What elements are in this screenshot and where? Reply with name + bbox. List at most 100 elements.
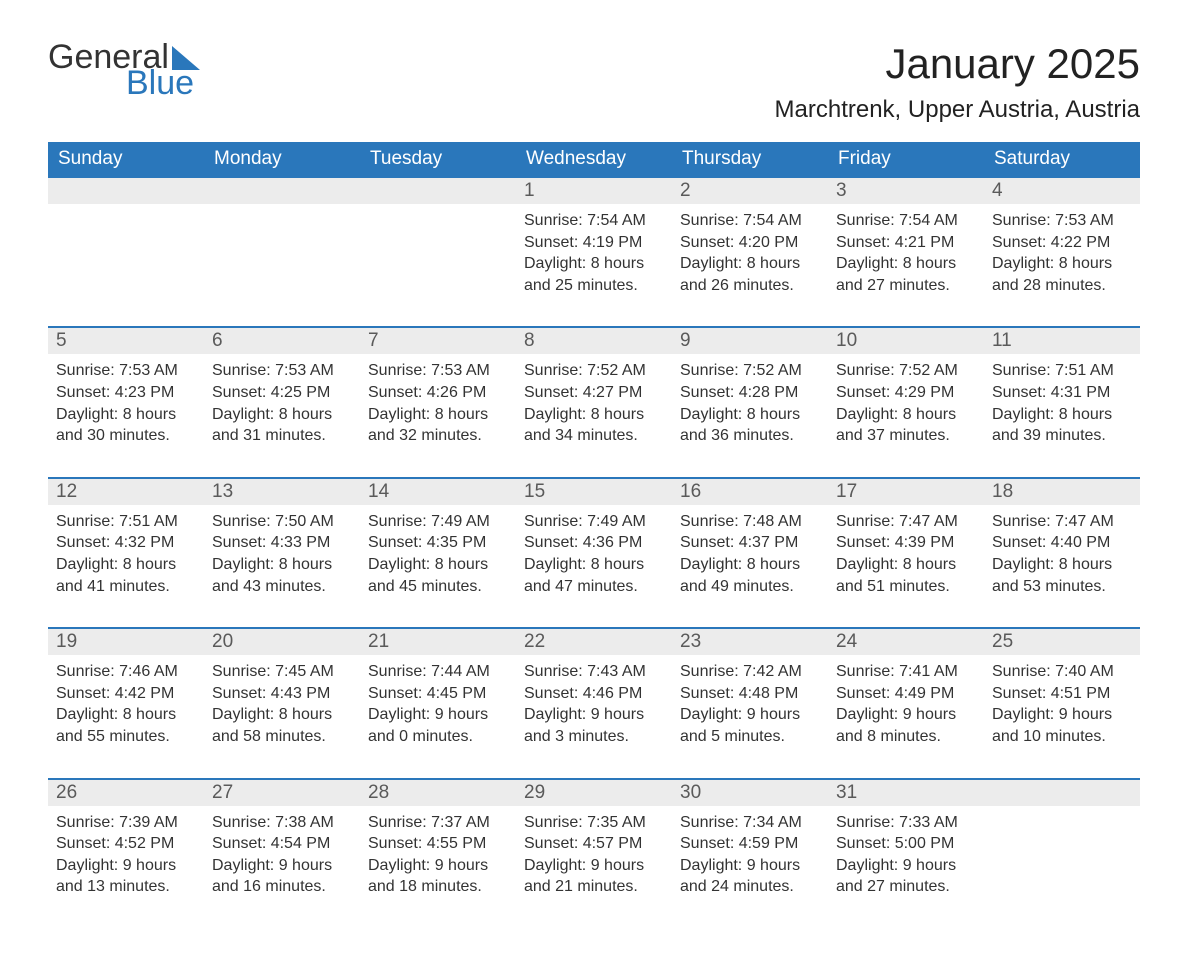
day-body: Sunrise: 7:47 AMSunset: 4:39 PMDaylight:… [828,505,984,627]
day-cell [204,177,360,327]
day-body: Sunrise: 7:49 AMSunset: 4:36 PMDaylight:… [516,505,672,627]
day-number: 6 [204,328,360,354]
sunset-text: Sunset: 4:57 PM [524,833,664,855]
day-number: 19 [48,629,204,655]
sunset-text: Sunset: 4:52 PM [56,833,196,855]
sunset-text: Sunset: 4:20 PM [680,232,820,254]
day-cell: 20Sunrise: 7:45 AMSunset: 4:43 PMDayligh… [204,628,360,778]
sunset-text: Sunset: 4:26 PM [368,382,508,404]
week-row: 1Sunrise: 7:54 AMSunset: 4:19 PMDaylight… [48,177,1140,327]
daylight-text: Daylight: 8 hours and 34 minutes. [524,404,664,447]
day-cell: 23Sunrise: 7:42 AMSunset: 4:48 PMDayligh… [672,628,828,778]
sunset-text: Sunset: 4:48 PM [680,683,820,705]
sunset-text: Sunset: 4:54 PM [212,833,352,855]
day-of-week-header: Wednesday [516,142,672,177]
sunrise-text: Sunrise: 7:51 AM [56,511,196,533]
day-body: Sunrise: 7:54 AMSunset: 4:20 PMDaylight:… [672,204,828,326]
daylight-text: Daylight: 9 hours and 5 minutes. [680,704,820,747]
day-cell: 27Sunrise: 7:38 AMSunset: 4:54 PMDayligh… [204,779,360,928]
sunset-text: Sunset: 5:00 PM [836,833,976,855]
day-cell [360,177,516,327]
sunset-text: Sunset: 4:22 PM [992,232,1132,254]
day-number: 8 [516,328,672,354]
sunset-text: Sunset: 4:32 PM [56,532,196,554]
daylight-text: Daylight: 8 hours and 45 minutes. [368,554,508,597]
sunset-text: Sunset: 4:25 PM [212,382,352,404]
sunrise-text: Sunrise: 7:49 AM [524,511,664,533]
daylight-text: Daylight: 8 hours and 32 minutes. [368,404,508,447]
day-cell: 2Sunrise: 7:54 AMSunset: 4:20 PMDaylight… [672,177,828,327]
day-cell: 30Sunrise: 7:34 AMSunset: 4:59 PMDayligh… [672,779,828,928]
week-row: 26Sunrise: 7:39 AMSunset: 4:52 PMDayligh… [48,779,1140,928]
day-body: Sunrise: 7:45 AMSunset: 4:43 PMDaylight:… [204,655,360,777]
day-of-week-header: Friday [828,142,984,177]
sunrise-text: Sunrise: 7:50 AM [212,511,352,533]
sunrise-text: Sunrise: 7:44 AM [368,661,508,683]
sunset-text: Sunset: 4:39 PM [836,532,976,554]
day-body: Sunrise: 7:42 AMSunset: 4:48 PMDaylight:… [672,655,828,777]
day-body [984,806,1140,906]
day-cell [984,779,1140,928]
daylight-text: Daylight: 8 hours and 31 minutes. [212,404,352,447]
sunrise-text: Sunrise: 7:37 AM [368,812,508,834]
daylight-text: Daylight: 8 hours and 51 minutes. [836,554,976,597]
day-number: 21 [360,629,516,655]
day-body [360,204,516,304]
day-number [984,780,1140,806]
month-title: January 2025 [775,40,1140,88]
week-row: 19Sunrise: 7:46 AMSunset: 4:42 PMDayligh… [48,628,1140,778]
day-body: Sunrise: 7:33 AMSunset: 5:00 PMDaylight:… [828,806,984,928]
page-header: General Blue January 2025 Marchtrenk, Up… [48,40,1140,124]
day-number: 9 [672,328,828,354]
day-number: 29 [516,780,672,806]
week-row: 5Sunrise: 7:53 AMSunset: 4:23 PMDaylight… [48,327,1140,477]
day-number: 2 [672,178,828,204]
daylight-text: Daylight: 9 hours and 27 minutes. [836,855,976,898]
day-cell: 4Sunrise: 7:53 AMSunset: 4:22 PMDaylight… [984,177,1140,327]
day-cell: 26Sunrise: 7:39 AMSunset: 4:52 PMDayligh… [48,779,204,928]
sunset-text: Sunset: 4:35 PM [368,532,508,554]
sunrise-text: Sunrise: 7:42 AM [680,661,820,683]
day-number [204,178,360,204]
logo-word-blue: Blue [126,66,200,100]
day-body: Sunrise: 7:54 AMSunset: 4:19 PMDaylight:… [516,204,672,326]
day-number: 1 [516,178,672,204]
day-number: 3 [828,178,984,204]
day-of-week-row: SundayMondayTuesdayWednesdayThursdayFrid… [48,142,1140,177]
sunset-text: Sunset: 4:27 PM [524,382,664,404]
sunrise-text: Sunrise: 7:38 AM [212,812,352,834]
day-body: Sunrise: 7:47 AMSunset: 4:40 PMDaylight:… [984,505,1140,627]
day-cell: 29Sunrise: 7:35 AMSunset: 4:57 PMDayligh… [516,779,672,928]
week-row: 12Sunrise: 7:51 AMSunset: 4:32 PMDayligh… [48,478,1140,628]
day-body: Sunrise: 7:51 AMSunset: 4:31 PMDaylight:… [984,354,1140,476]
daylight-text: Daylight: 8 hours and 41 minutes. [56,554,196,597]
daylight-text: Daylight: 9 hours and 18 minutes. [368,855,508,898]
day-number: 13 [204,479,360,505]
day-cell: 16Sunrise: 7:48 AMSunset: 4:37 PMDayligh… [672,478,828,628]
day-body: Sunrise: 7:52 AMSunset: 4:28 PMDaylight:… [672,354,828,476]
day-number [360,178,516,204]
logo: General Blue [48,40,200,100]
day-body: Sunrise: 7:52 AMSunset: 4:27 PMDaylight:… [516,354,672,476]
day-body: Sunrise: 7:43 AMSunset: 4:46 PMDaylight:… [516,655,672,777]
day-body: Sunrise: 7:49 AMSunset: 4:35 PMDaylight:… [360,505,516,627]
day-body: Sunrise: 7:46 AMSunset: 4:42 PMDaylight:… [48,655,204,777]
day-cell: 15Sunrise: 7:49 AMSunset: 4:36 PMDayligh… [516,478,672,628]
day-body: Sunrise: 7:51 AMSunset: 4:32 PMDaylight:… [48,505,204,627]
day-cell: 3Sunrise: 7:54 AMSunset: 4:21 PMDaylight… [828,177,984,327]
sunset-text: Sunset: 4:31 PM [992,382,1132,404]
sunrise-text: Sunrise: 7:39 AM [56,812,196,834]
day-cell: 10Sunrise: 7:52 AMSunset: 4:29 PMDayligh… [828,327,984,477]
sunrise-text: Sunrise: 7:53 AM [992,210,1132,232]
sunset-text: Sunset: 4:33 PM [212,532,352,554]
calendar-table: SundayMondayTuesdayWednesdayThursdayFrid… [48,142,1140,928]
day-body: Sunrise: 7:48 AMSunset: 4:37 PMDaylight:… [672,505,828,627]
day-body: Sunrise: 7:52 AMSunset: 4:29 PMDaylight:… [828,354,984,476]
day-cell: 14Sunrise: 7:49 AMSunset: 4:35 PMDayligh… [360,478,516,628]
day-cell: 5Sunrise: 7:53 AMSunset: 4:23 PMDaylight… [48,327,204,477]
sunset-text: Sunset: 4:40 PM [992,532,1132,554]
daylight-text: Daylight: 8 hours and 53 minutes. [992,554,1132,597]
sunrise-text: Sunrise: 7:33 AM [836,812,976,834]
day-body [48,204,204,304]
sunrise-text: Sunrise: 7:45 AM [212,661,352,683]
